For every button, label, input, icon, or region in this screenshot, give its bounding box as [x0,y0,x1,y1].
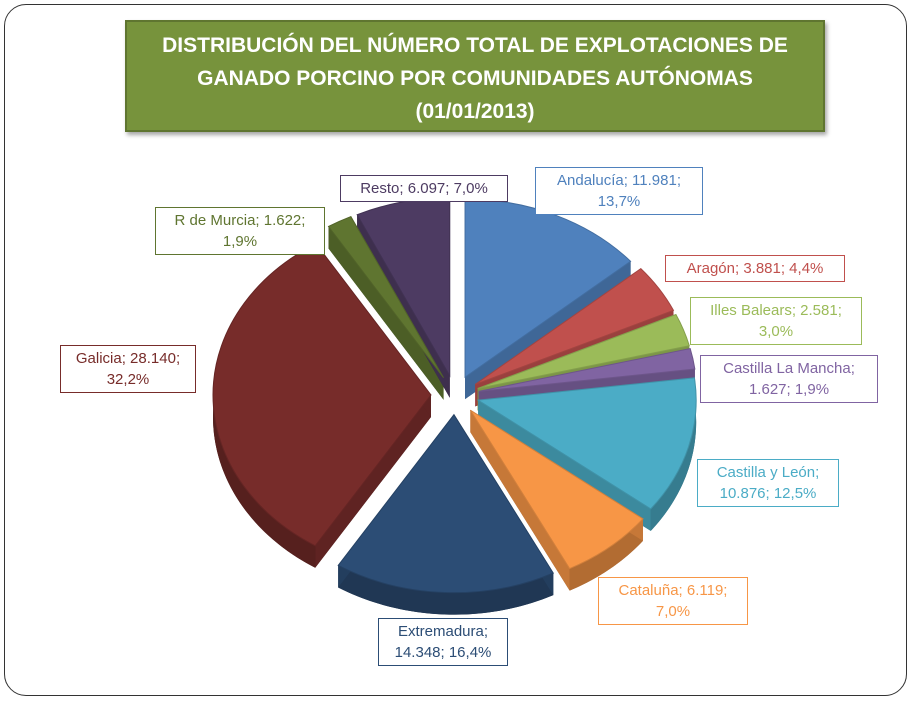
slice [337,413,555,594]
data-label: Andalucía; 11.981; 13,7% [535,167,703,215]
data-label: Aragón; 3.881; 4,4% [665,255,845,282]
slice [212,243,432,547]
data-label: R de Murcia; 1.622; 1,9% [155,207,325,255]
slice [476,377,697,510]
data-label: Cataluña; 6.119; 7,0% [598,577,748,625]
slice [477,313,690,390]
slice [474,267,675,385]
chart-title: DISTRIBUCIÓN DEL NÚMERO TOTAL DE EXPLOTA… [125,20,825,132]
slice-side [569,518,643,591]
data-label: Galicia; 28.140; 32,2% [60,345,196,393]
slice [469,409,644,570]
slice-side [650,377,697,531]
slice [478,347,696,392]
frame [4,4,907,696]
data-label: Extremadura; 14.348; 16,4% [378,618,508,666]
slice-side [338,565,554,615]
data-label: Illes Balears; 2.581; 3,0% [690,297,862,345]
data-label: Castilla La Mancha; 1.627; 1,9% [700,355,878,403]
slice [327,215,444,379]
slice-edge [328,226,444,400]
slice-edge [470,410,570,591]
slice-edge [315,394,432,568]
data-label: Resto; 6.097; 7,0% [340,175,508,202]
data-label: Castilla y León; 10.876; 12,5% [697,459,839,507]
